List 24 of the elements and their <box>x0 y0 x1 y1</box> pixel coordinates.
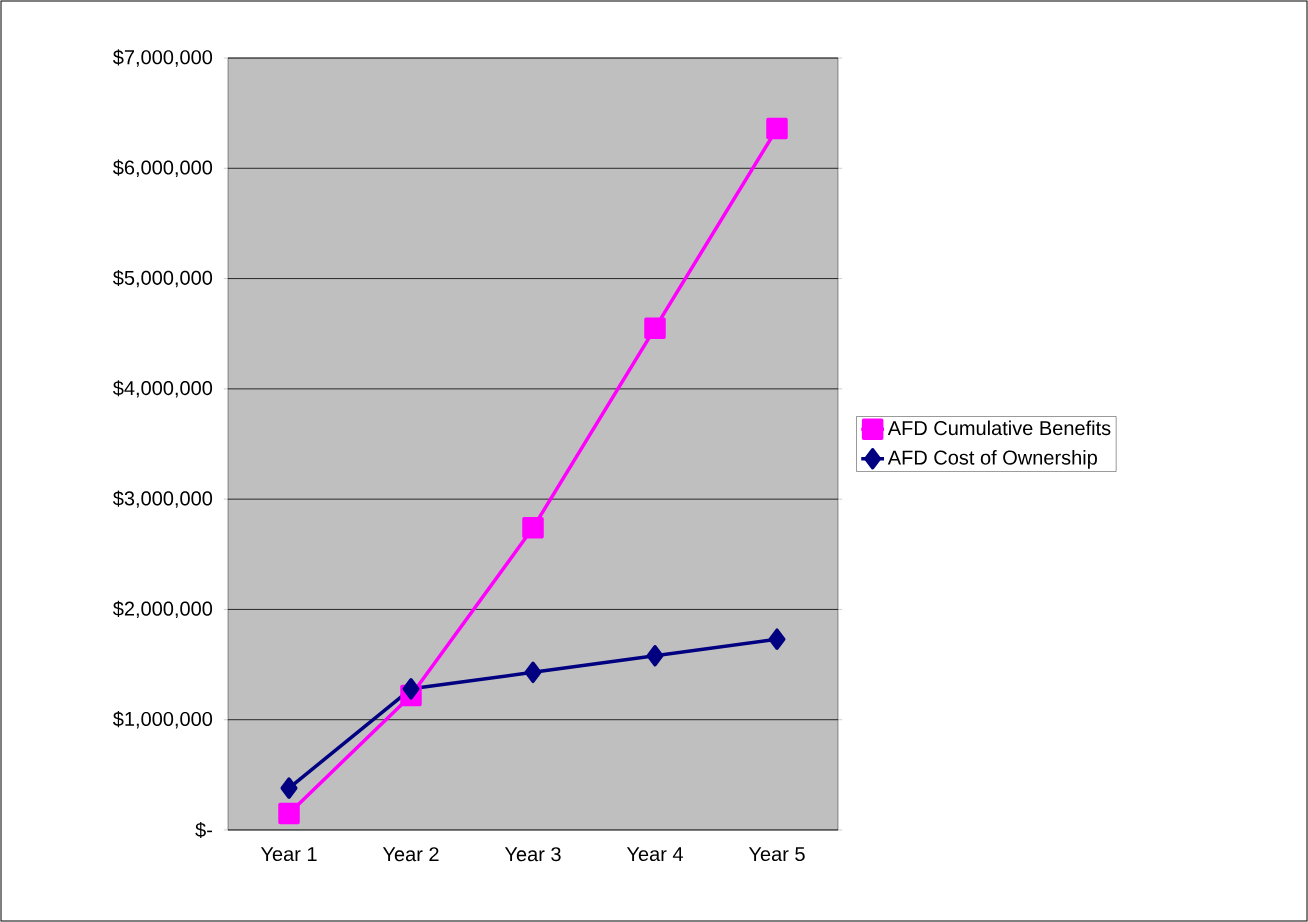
point <box>766 117 788 140</box>
x-tick-label: Year 3 <box>504 847 561 862</box>
y-tick-label: $7,000,000 <box>112 49 213 67</box>
point <box>768 628 786 650</box>
x-tick-label: Year 1 <box>260 847 317 862</box>
point <box>644 317 666 339</box>
legend-label: AFD Cost of Ownership <box>887 450 1097 469</box>
point <box>280 777 298 799</box>
point <box>522 517 544 539</box>
x-tick-label: Year 5 <box>748 847 805 862</box>
y-tick-label: $- <box>195 821 212 839</box>
y-tick-label: $6,000,000 <box>112 159 213 177</box>
point <box>646 645 664 667</box>
legend-label: AFD Cumulative Benefits <box>887 420 1111 436</box>
y-tick-label: $3,000,000 <box>112 490 213 508</box>
y-tick-label: $5,000,000 <box>112 269 213 288</box>
y-tick-label: $1,000,000 <box>112 711 213 729</box>
x-tick-label: Year 2 <box>382 847 439 862</box>
y-tick-label: $2,000,000 <box>112 600 213 619</box>
point <box>278 802 300 825</box>
y-tick-label: $4,000,000 <box>112 380 213 398</box>
x-tick-label: Year 4 <box>626 847 683 862</box>
point <box>524 661 542 684</box>
point <box>402 678 420 700</box>
